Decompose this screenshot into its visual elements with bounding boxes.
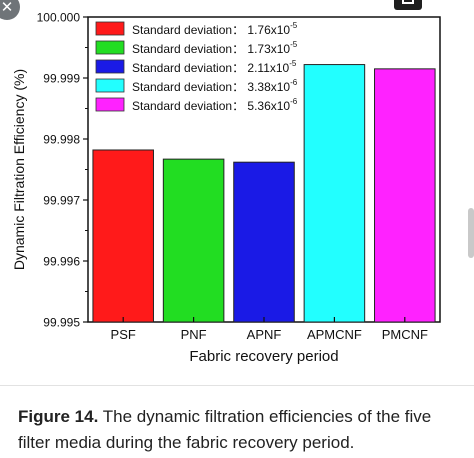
y-axis-label: Dynamic Filtration Efficiency (%)	[11, 69, 27, 270]
figure-label: Figure 14.	[18, 407, 99, 426]
legend-swatch	[95, 59, 125, 74]
legend-swatch	[95, 97, 125, 112]
y-tick-label: 99.999	[43, 72, 80, 86]
x-axis: PSF PNF APNF APMCNF PMCNF	[111, 317, 428, 342]
y-tick-label: 99.998	[43, 133, 80, 147]
bar-apnf	[233, 161, 295, 323]
x-tick-label: PSF	[111, 327, 136, 342]
legend-swatch	[95, 21, 125, 36]
figure-caption-text: The dynamic filtration efficiencies of t…	[18, 407, 432, 452]
bar-psf	[92, 149, 154, 323]
y-tick-label: 99.995	[43, 316, 80, 330]
y-tick-label: 99.996	[43, 255, 80, 269]
y-tick-label: 99.997	[43, 194, 80, 208]
bar-apmcnf	[303, 64, 366, 323]
x-tick-label: PMCNF	[382, 327, 428, 342]
y-axis: 99.995 99.996 99.997 99.998 99.999 100.000	[37, 11, 88, 330]
legend-entry: Standard deviation： 3.38x10-6	[132, 78, 298, 94]
caption-area: Figure 14. The dynamic filtration effici…	[0, 385, 474, 458]
figure-caption: Figure 14. The dynamic filtration effici…	[18, 404, 458, 456]
bar-chart: 99.995 99.996 99.997 99.998 99.999 100.000 PS…	[11, 11, 441, 365]
legend-entry: Standard deviation： 1.73x10-5	[132, 40, 298, 56]
legend-entry: Standard deviation： 5.36x10-6	[132, 97, 298, 113]
close-icon[interactable]: ✕	[0, 0, 20, 20]
legend: Standard deviation： 1.76x10-5 Standard de…	[95, 21, 298, 113]
bar-pnf	[162, 158, 225, 323]
x-tick-label: PNF	[181, 327, 207, 342]
bar-pmcnf	[374, 68, 436, 323]
legend-swatch	[95, 78, 125, 93]
bars	[92, 64, 436, 323]
tray-icon[interactable]	[394, 0, 422, 10]
scrollbar-thumb[interactable]	[468, 208, 474, 258]
x-axis-label: Fabric recovery period	[189, 348, 338, 365]
x-tick-label: APNF	[247, 327, 282, 342]
legend-swatch	[95, 40, 125, 55]
x-tick-label: APMCNF	[307, 327, 362, 342]
legend-entry: Standard deviation： 1.76x10-5	[132, 21, 298, 37]
y-tick-label: 100.000	[37, 11, 81, 25]
legend-entry: Standard deviation： 2.11x10-5	[132, 59, 297, 75]
